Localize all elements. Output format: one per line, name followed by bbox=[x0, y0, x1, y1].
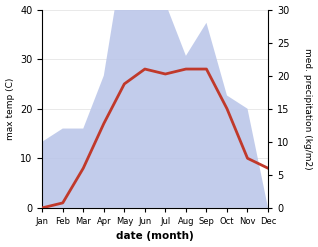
X-axis label: date (month): date (month) bbox=[116, 231, 194, 242]
Y-axis label: max temp (C): max temp (C) bbox=[5, 78, 15, 140]
Y-axis label: med. precipitation (kg/m2): med. precipitation (kg/m2) bbox=[303, 48, 313, 169]
